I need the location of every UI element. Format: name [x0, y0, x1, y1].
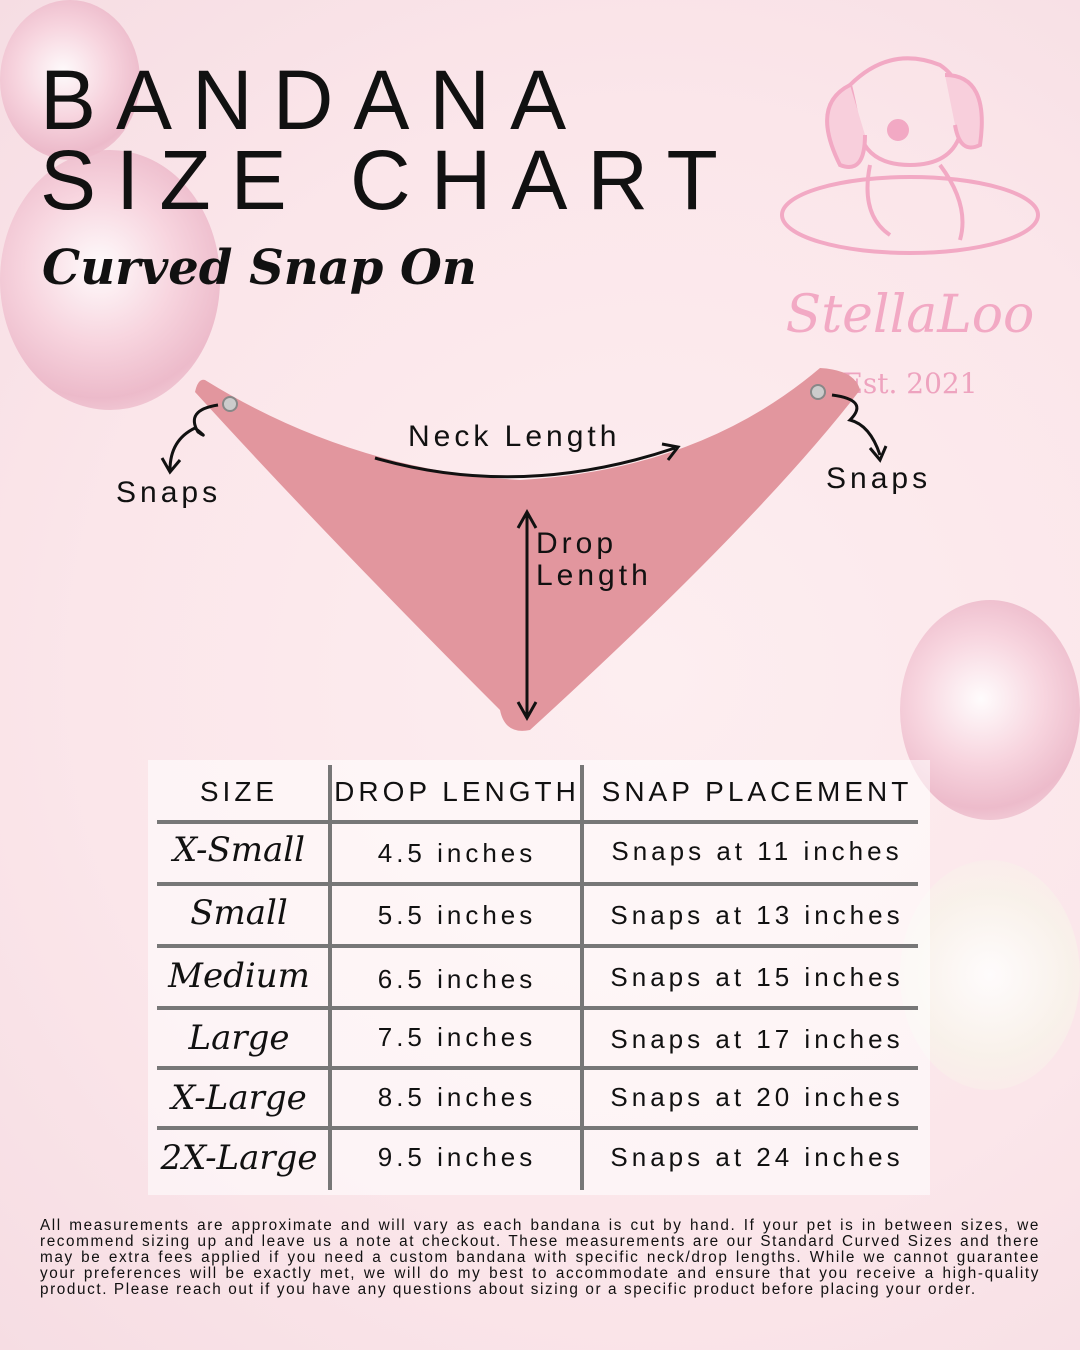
header-snap-placement: SNAP PLACEMENT [601, 776, 913, 807]
row-divider [157, 882, 918, 886]
snap-cell: Snaps at 20 inches [610, 1082, 904, 1112]
peony-decoration [0, 150, 220, 410]
neck-length-label: Neck Length [408, 420, 621, 453]
peony-decoration [900, 860, 1080, 1090]
arrow-icon [160, 403, 219, 475]
row-divider [157, 1066, 918, 1070]
drop-cell: 4.5 inches [377, 838, 537, 868]
column-divider [580, 765, 584, 1190]
drop-arrow-icon [516, 508, 538, 722]
size-cell: Large [188, 1018, 290, 1058]
header-size: SIZE [199, 776, 279, 807]
logo-established: Est. 2021 [842, 367, 978, 400]
drop-label-line1: Drop [536, 527, 618, 560]
size-cell: 2X-Large [160, 1138, 318, 1178]
snap-cell: Snaps at 24 inches [610, 1142, 904, 1172]
snap-cell: Snaps at 13 inches [610, 900, 904, 930]
arrow-icon [831, 393, 888, 463]
drop-label-line2: Length [536, 559, 652, 592]
snap-cell: Snaps at 15 inches [610, 962, 904, 992]
neck-arrow-icon [374, 442, 681, 479]
row-divider [157, 1126, 918, 1130]
row-divider [157, 1006, 918, 1010]
dog-logo-icon [780, 56, 1040, 255]
drop-cell: 9.5 inches [377, 1142, 537, 1172]
snap-cell: Snaps at 17 inches [610, 1024, 904, 1054]
subtitle: Curved Snap On [42, 240, 477, 296]
peony-decoration [900, 600, 1080, 820]
drop-cell: 8.5 inches [377, 1082, 537, 1112]
bandana-diagram [160, 368, 888, 731]
drop-cell: 7.5 inches [377, 1022, 537, 1052]
size-cell: Small [190, 893, 288, 933]
logo-name: StellaLoo [785, 285, 1035, 345]
disclaimer-text: All measurements are approximate and wil… [40, 1217, 1040, 1298]
size-cell: X-Small [172, 830, 306, 870]
snap-cell: Snaps at 11 inches [611, 836, 903, 866]
snap-icon [810, 384, 826, 400]
size-cell: Medium [168, 956, 310, 996]
drop-length-label: Drop Length [536, 528, 652, 592]
snaps-left-label: Snaps [116, 476, 222, 509]
snap-icon [222, 396, 238, 412]
page-title: BANDANA SIZE CHART [40, 53, 738, 227]
drop-cell: 6.5 inches [377, 964, 537, 994]
brand-logo: StellaLoo Est. 2021 [770, 45, 1050, 400]
peony-decoration [0, 0, 140, 160]
snaps-right-label: Snaps [826, 462, 932, 495]
row-divider [157, 944, 918, 948]
size-table: SIZE DROP LENGTH SNAP PLACEMENT X-Small … [148, 760, 930, 1195]
size-cell: X-Large [171, 1078, 307, 1118]
drop-cell: 5.5 inches [377, 900, 537, 930]
row-divider [157, 820, 918, 824]
column-divider [328, 765, 332, 1190]
header-drop-length: DROP LENGTH [334, 776, 580, 807]
